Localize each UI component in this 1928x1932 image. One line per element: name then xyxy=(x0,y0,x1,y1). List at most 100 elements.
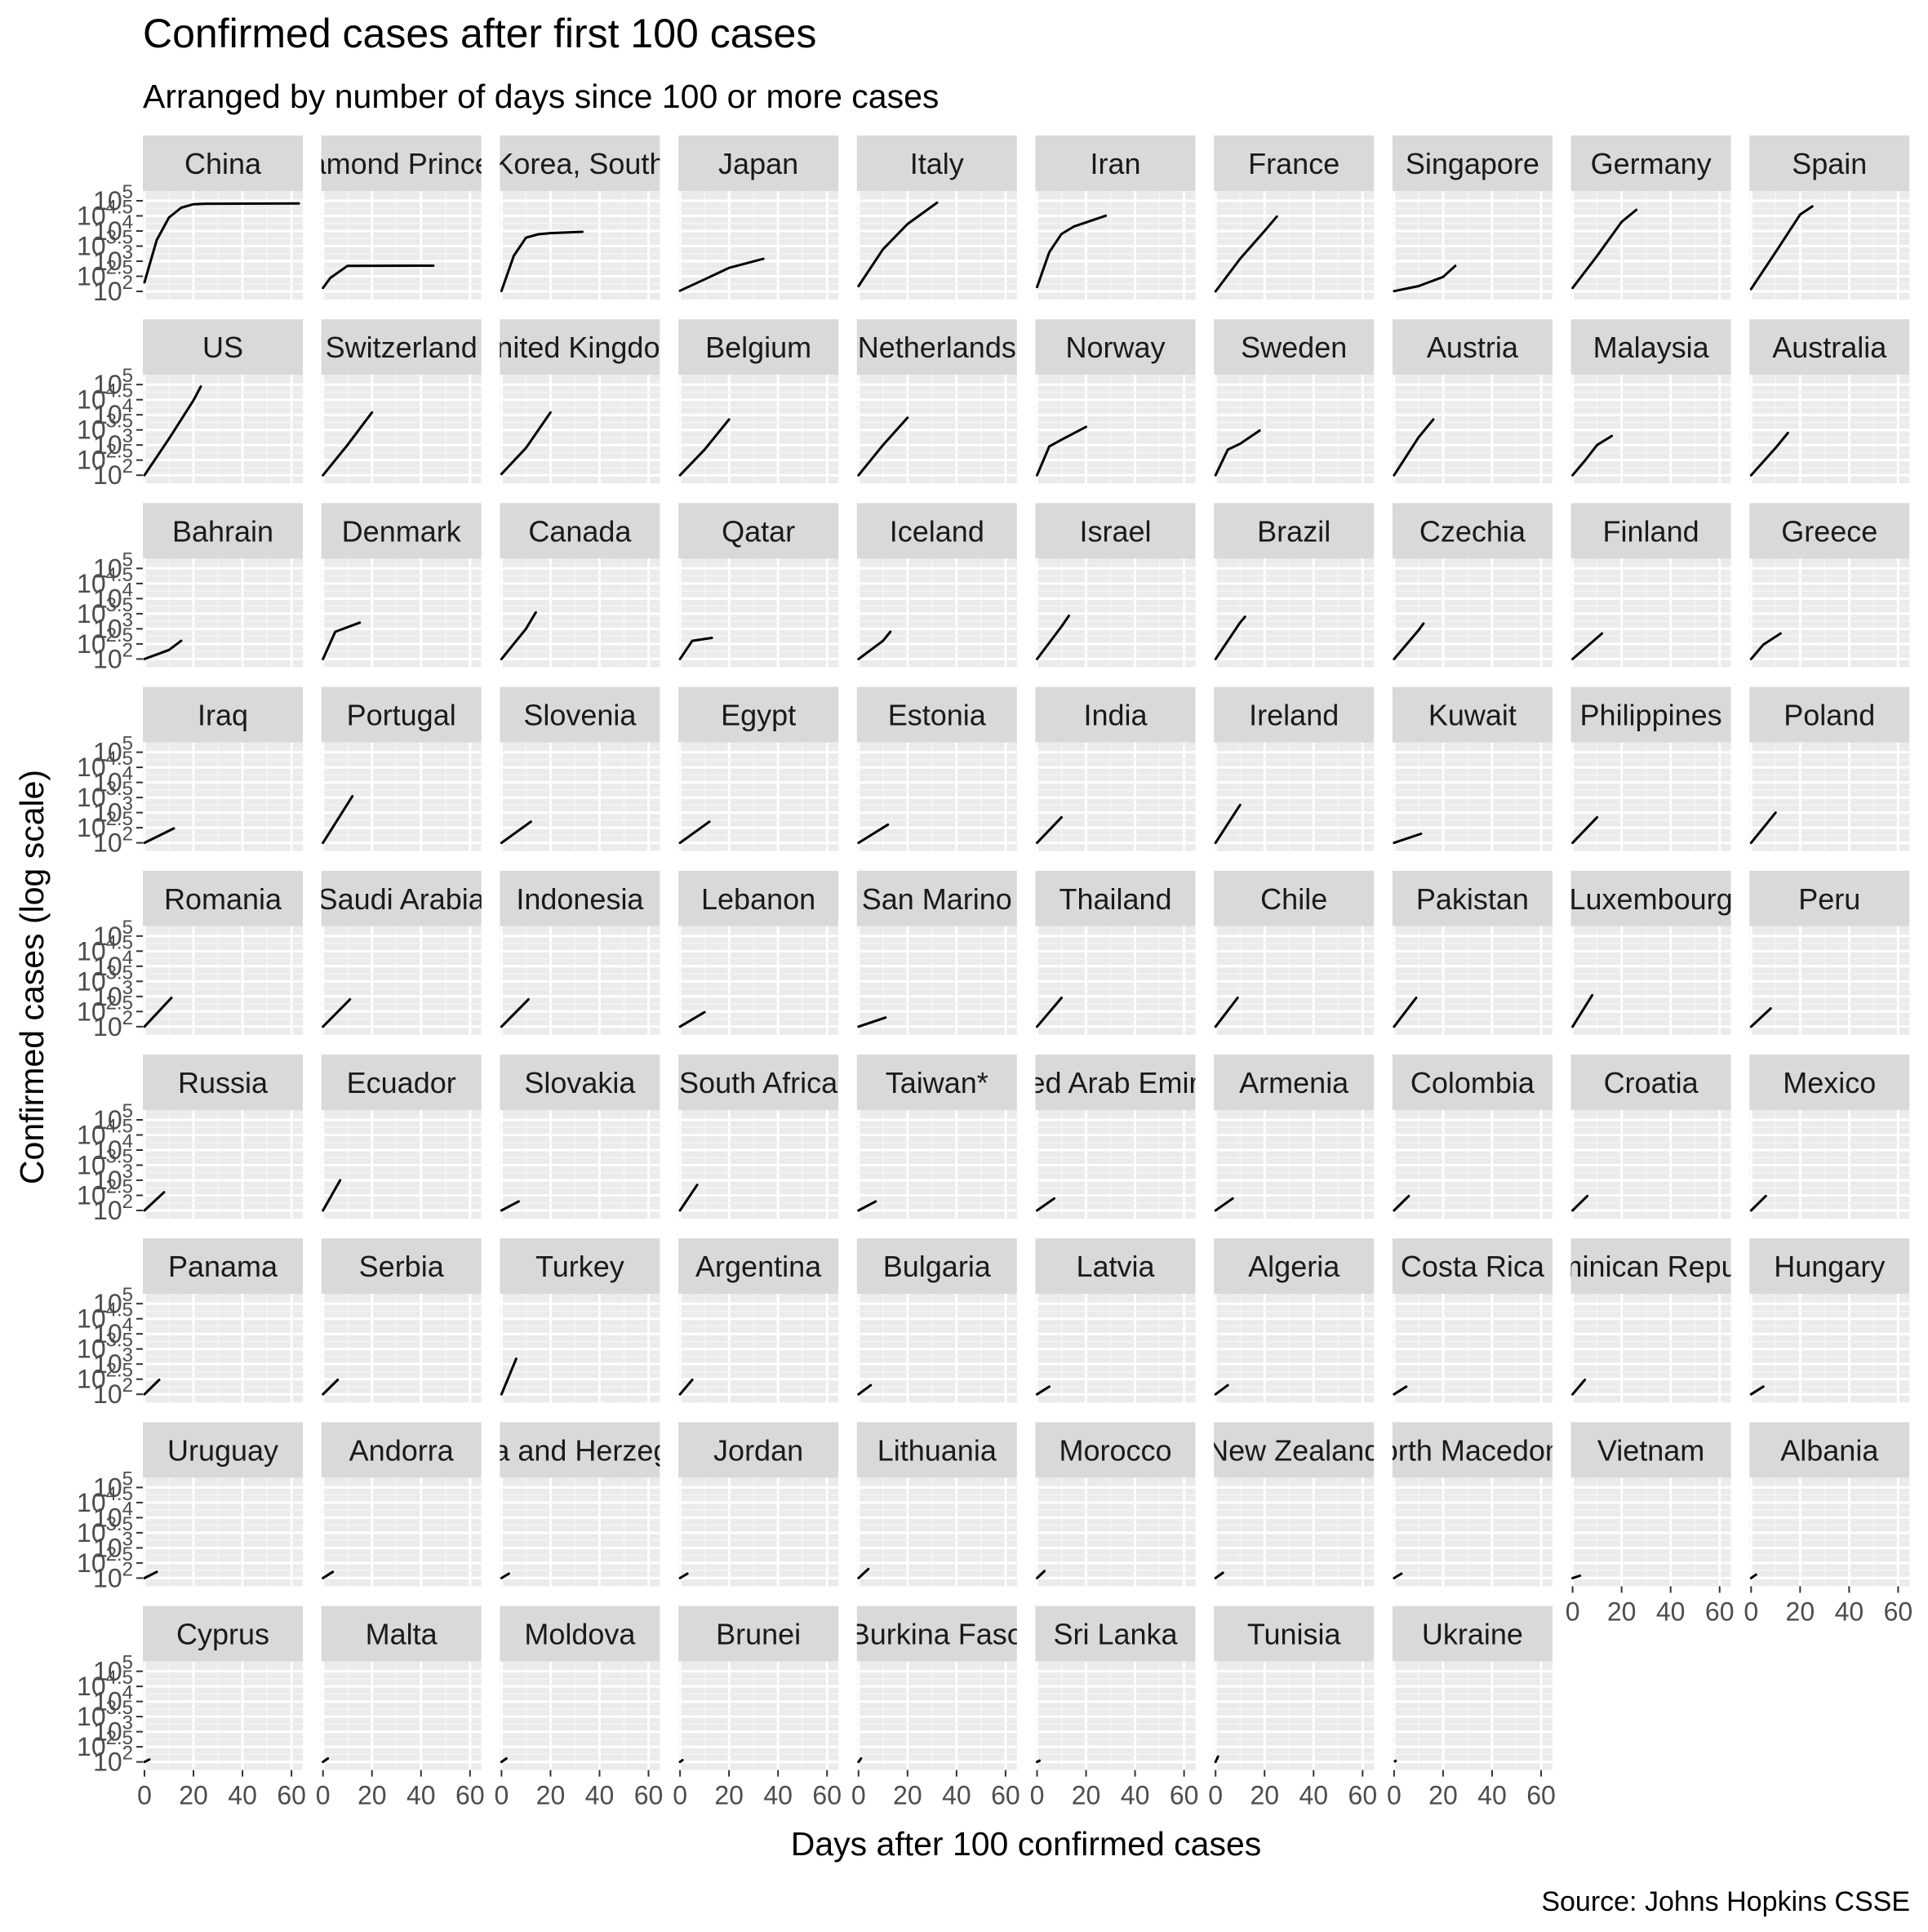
facet-strip xyxy=(500,1422,660,1478)
y-tick-exponent: 2 xyxy=(122,272,133,294)
y-tick-label: 104 xyxy=(93,947,133,981)
facet-strip-label: United Kingdom xyxy=(475,331,684,364)
facet-panel: Moldova 0 20 40 60 xyxy=(495,1606,664,1810)
series-line xyxy=(1393,997,1418,1028)
y-tick-exponent: 2 xyxy=(122,1558,133,1580)
y-tick-base: 10 xyxy=(77,1672,106,1701)
facet-strip-label: Australia xyxy=(1772,331,1887,364)
series-line xyxy=(1571,632,1604,660)
facet-panel: Philippines xyxy=(1570,686,1731,851)
chart-title: Confirmed cases after first 100 cases xyxy=(143,11,816,56)
facet-strip xyxy=(856,1606,1017,1662)
x-tick-label: 0 xyxy=(1744,1597,1758,1626)
facet-strip xyxy=(143,135,303,191)
facet-strip xyxy=(500,686,660,743)
x-tick-label: 60 xyxy=(277,1781,306,1810)
x-tick-label: 20 xyxy=(893,1781,922,1810)
y-tick-exponent: 3.5 xyxy=(106,227,133,249)
x-tick-label: 60 xyxy=(634,1781,664,1810)
y-tick-exponent: 3 xyxy=(122,1712,133,1734)
facet-strip-label: Italy xyxy=(910,147,964,180)
x-tick-label: 20 xyxy=(714,1781,744,1810)
facet-strip-label: Ireland xyxy=(1249,699,1339,732)
facet-strip-label: Ukraine xyxy=(1422,1618,1523,1651)
facet-panel: Vietnam 0 20 40 60 xyxy=(1566,1422,1735,1626)
y-tick-label: 102.5 xyxy=(77,1727,133,1761)
x-tick-label: 20 xyxy=(1786,1597,1815,1626)
y-tick-exponent: 5 xyxy=(122,917,133,939)
facet-strip xyxy=(1214,1422,1375,1478)
series-line xyxy=(1214,997,1239,1028)
facet-strip xyxy=(1749,1238,1910,1295)
facet-panel: Sweden xyxy=(1214,319,1375,484)
facet-strip xyxy=(1214,319,1375,375)
facet-panel: Denmark xyxy=(321,503,482,668)
series-line xyxy=(1749,1007,1772,1028)
y-tick-base: 10 xyxy=(77,1518,106,1548)
facet-strip-label: Philippines xyxy=(1580,699,1722,732)
facet-strip xyxy=(1570,503,1731,559)
facet-panel: Belgium xyxy=(678,319,839,484)
facet-panel: Mexico xyxy=(1749,1055,1910,1219)
series-line xyxy=(143,1191,166,1212)
y-tick-exponent: 2 xyxy=(122,1191,133,1213)
facet-panel: Bulgaria xyxy=(856,1238,1017,1403)
y-tick-base: 10 xyxy=(77,1151,106,1180)
series-line xyxy=(1214,615,1246,660)
series-line xyxy=(678,1758,684,1764)
y-tick-label: 103.5 xyxy=(77,1513,133,1548)
facet-strip xyxy=(500,503,660,559)
facet-strip xyxy=(143,1422,303,1478)
facet-strip-label: Greece xyxy=(1781,514,1877,548)
facet-strip xyxy=(1749,319,1910,375)
facet-panel: Switzerland xyxy=(321,319,482,484)
facet-panel: Korea, South xyxy=(500,135,660,300)
y-tick-base: 10 xyxy=(93,828,122,858)
facet-strip xyxy=(678,1055,839,1110)
y-tick-exponent: 3.5 xyxy=(106,1330,133,1352)
facet-strip-label: Belgium xyxy=(705,331,811,364)
y-tick-label: 103.5 xyxy=(77,227,133,261)
facet-strip-label: Morocco xyxy=(1059,1433,1171,1467)
x-tick-label: 40 xyxy=(1656,1597,1686,1626)
facet-strip-label: China xyxy=(184,147,262,180)
facet-strip-label: Switzerland xyxy=(326,331,478,364)
series-line xyxy=(1749,1573,1757,1579)
y-tick-exponent: 2 xyxy=(122,824,133,846)
facet-strip xyxy=(1392,1422,1553,1478)
facet-strip xyxy=(1570,1055,1731,1110)
y-tick-label: 104.5 xyxy=(77,1299,133,1334)
facet-panel: San Marino xyxy=(856,870,1017,1035)
facet-strip xyxy=(678,319,839,375)
y-tick-base: 10 xyxy=(77,1548,106,1578)
facet-strip-label: Slovenia xyxy=(523,699,637,732)
facet-strip xyxy=(678,686,839,743)
facet-panel: Diamond Princess xyxy=(321,135,482,300)
y-tick-label: 102 xyxy=(93,1191,133,1225)
y-tick-label: 103.5 xyxy=(77,1330,133,1364)
facet-strip-label: Bahrain xyxy=(172,514,273,548)
x-tick-label: 20 xyxy=(1607,1597,1637,1626)
y-tick-base: 10 xyxy=(93,1135,122,1165)
y-tick-base: 10 xyxy=(93,246,122,276)
y-tick-exponent: 2.5 xyxy=(106,1727,133,1749)
facet-strip xyxy=(1214,503,1375,559)
facet-strip xyxy=(856,870,1017,926)
series-line xyxy=(322,997,352,1028)
facet-panel: Israel xyxy=(1035,503,1196,668)
y-tick-exponent: 2 xyxy=(122,639,133,661)
facet-strip xyxy=(1749,1055,1910,1110)
y-tick-base: 10 xyxy=(93,1533,122,1562)
facet-strip-label: India xyxy=(1083,699,1148,732)
facet-strip-label: Peru xyxy=(1798,882,1860,916)
y-tick-base: 10 xyxy=(77,599,106,628)
facet-panel: Jordan xyxy=(678,1422,839,1587)
y-tick-base: 10 xyxy=(77,232,106,261)
facet-strip xyxy=(143,1238,303,1295)
facet-panel: Kuwait xyxy=(1392,686,1553,851)
facet-panel: Egypt xyxy=(678,686,839,851)
y-tick-base: 10 xyxy=(93,1289,122,1318)
facet-strip-label: Norway xyxy=(1065,331,1165,364)
